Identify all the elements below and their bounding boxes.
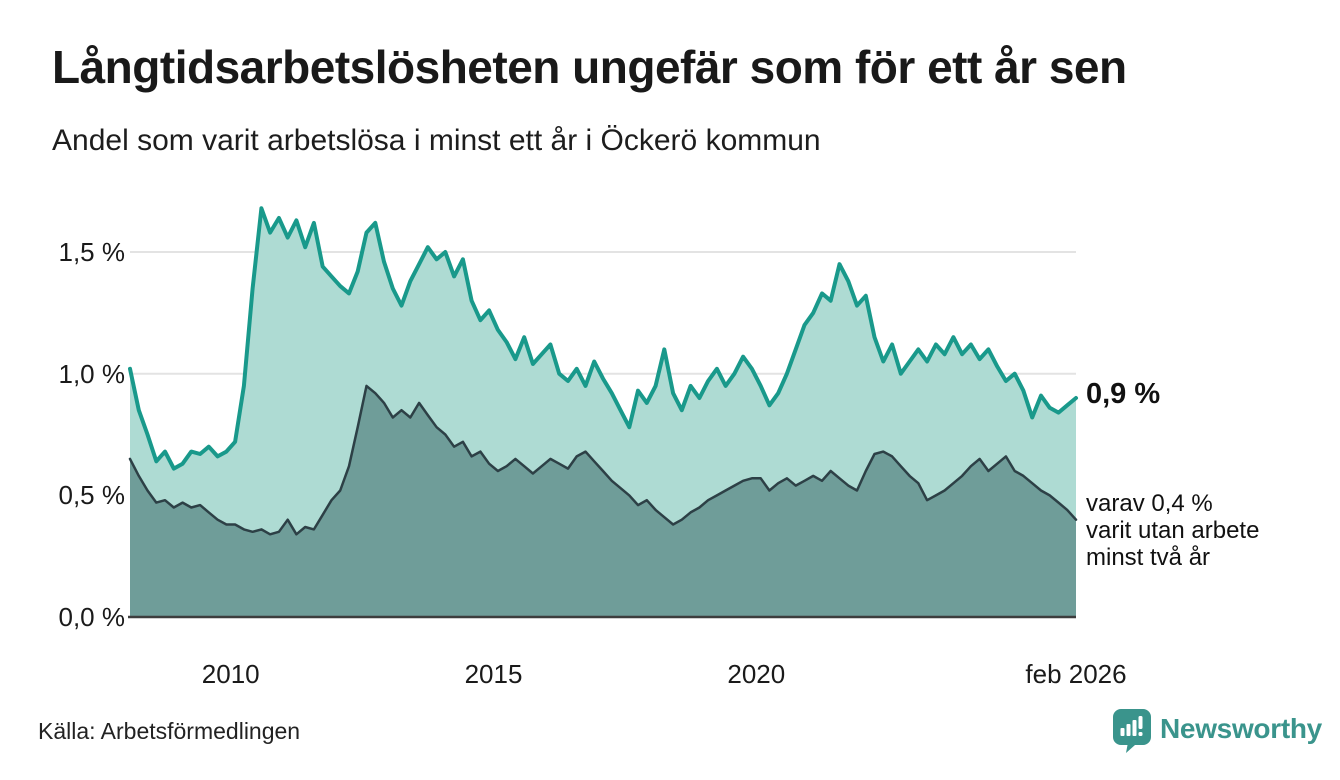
latest-total-value-label: 0,9 %	[1086, 378, 1161, 410]
y-axis-tick-label: 1,0 %	[58, 358, 126, 389]
source-label: Källa: Arbetsförmedlingen	[38, 718, 301, 744]
newsworthy-logo-icon	[1113, 709, 1151, 753]
page-title: Långtidsarbetslösheten ungefär som för e…	[52, 41, 1127, 93]
two-year-annotation-line: minst två år	[1086, 544, 1211, 571]
newsworthy-logo: Newsworthy	[1112, 708, 1322, 754]
y-axis-tick-label: 0,0 %	[58, 602, 126, 632]
chart-subtitle: Andel som varit arbetslösa i minst ett å…	[52, 124, 821, 157]
x-axis-tick-label: feb 2026	[1025, 659, 1127, 689]
x-axis-tick-label: 2010	[201, 659, 260, 689]
y-axis-tick-label: 1,5 %	[58, 237, 126, 268]
x-axis-tick-label: 2020	[727, 659, 786, 689]
x-axis-tick-label: 2015	[464, 659, 523, 689]
two-year-annotation: varav 0,4 % varit utan arbete minst två …	[1086, 490, 1259, 571]
newsworthy-logo-text: Newsworthy	[1160, 713, 1322, 744]
two-year-annotation-line: varit utan arbete	[1086, 517, 1260, 544]
two-year-annotation-line: varav 0,4 %	[1086, 490, 1213, 517]
y-axis-tick-label: 0,5 %	[58, 480, 126, 511]
